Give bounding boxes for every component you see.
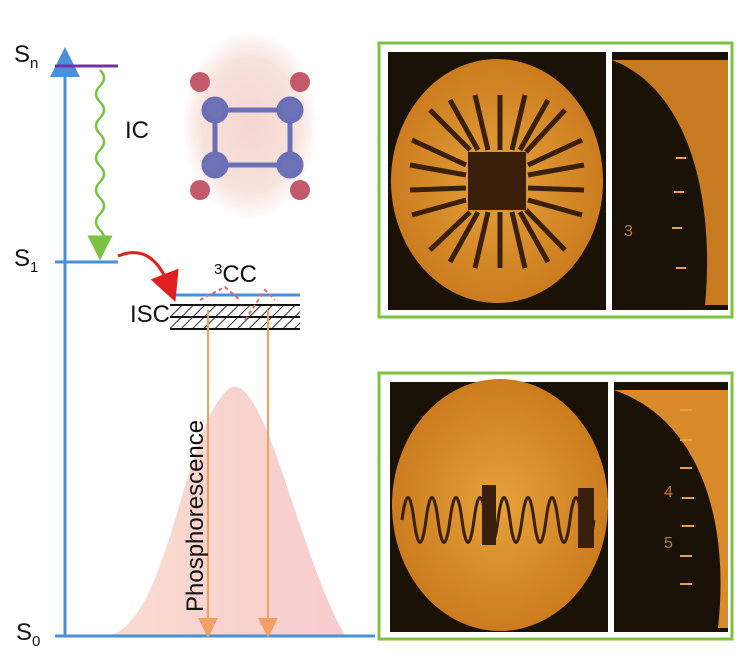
emission-label: Phosphorescence: [182, 420, 209, 612]
level-subscript: n: [30, 55, 38, 72]
xray-panel: [377, 41, 734, 319]
level-symbol: S: [16, 619, 32, 646]
ruler-label: 4: [664, 484, 673, 501]
triplet-label: 3CC: [214, 261, 257, 288]
trap-transfer: [199, 285, 276, 321]
level-subscript: 1: [30, 259, 38, 276]
level-label: S0: [16, 619, 40, 650]
level-label: Sn: [14, 41, 38, 72]
ic-label: IC: [125, 117, 149, 144]
molecule: [190, 72, 310, 200]
triplet-superscript: 3: [214, 261, 222, 278]
isc-arrow: [117, 251, 179, 302]
ic-arrow: [87, 69, 113, 261]
level-symbol: S: [14, 245, 30, 272]
level-label: S1: [14, 245, 38, 276]
level-subscript: 0: [32, 633, 40, 650]
emission-band: [110, 386, 345, 635]
isc-label: ISC: [130, 301, 170, 328]
xray-panel: [377, 371, 734, 641]
ruler-label: 5: [664, 535, 673, 552]
triplet-name: CC: [222, 261, 257, 288]
ruler-label: 3: [624, 223, 633, 240]
level-symbol: S: [14, 41, 30, 68]
